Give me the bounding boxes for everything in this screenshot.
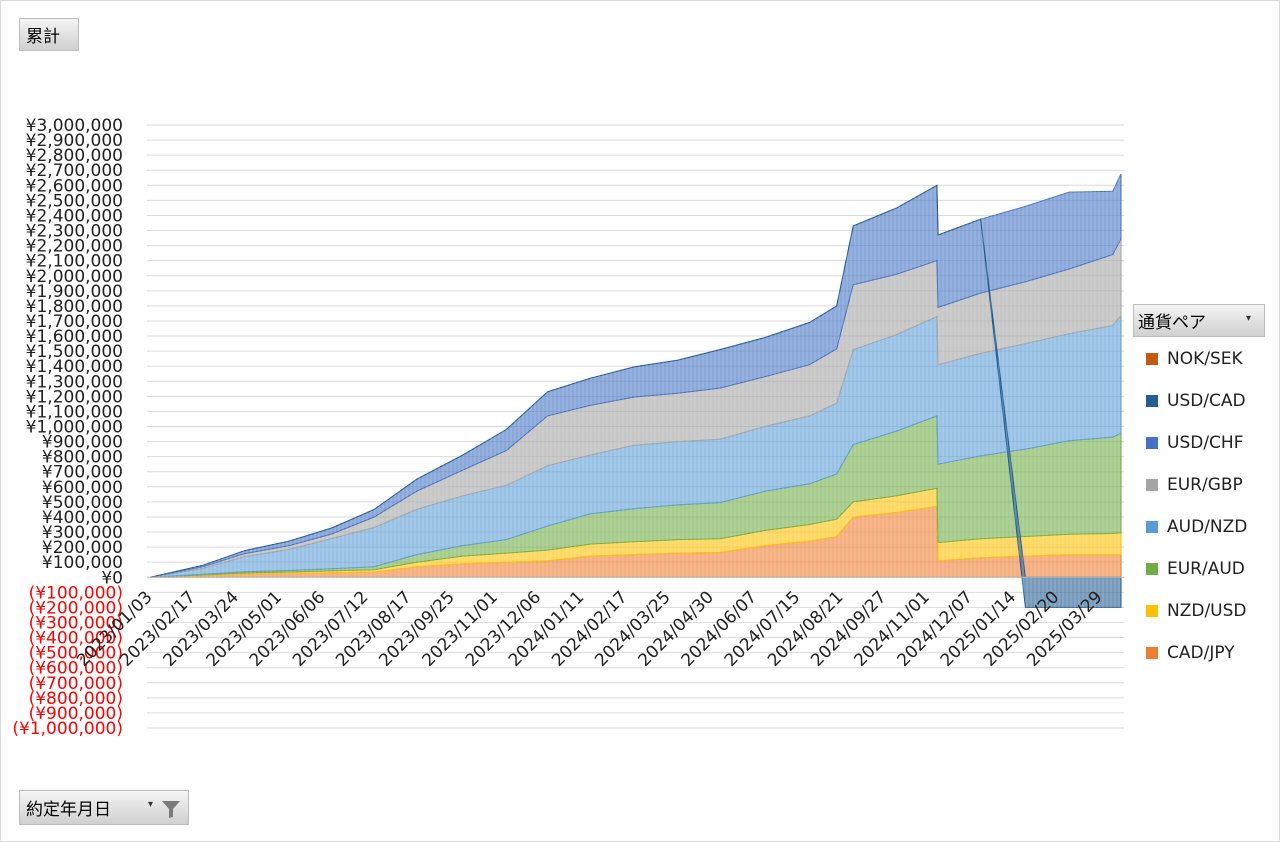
legend-item[interactable]: EUR/GBP (1146, 475, 1243, 495)
legend-title-label: 通貨ペア (1138, 313, 1206, 333)
value-field-label: 累計 (26, 27, 60, 47)
legend-label: USD/CAD (1167, 391, 1246, 411)
legend-swatch (1146, 479, 1158, 491)
y-tick-label: (¥200,000) (29, 598, 123, 618)
y-tick-label: ¥1,200,000 (26, 387, 123, 407)
legend-label: EUR/AUD (1167, 559, 1245, 579)
y-tick-label: ¥2,500,000 (26, 191, 123, 211)
y-tick-label: ¥1,000,000 (26, 418, 123, 438)
y-tick-label: ¥900,000 (42, 433, 123, 453)
y-tick-label: ¥1,500,000 (26, 342, 123, 362)
y-tick-label: ¥1,800,000 (26, 297, 123, 317)
legend-label: NOK/SEK (1167, 349, 1243, 369)
y-tick-label: (¥1,000,000) (12, 719, 123, 739)
filter-icon (162, 801, 180, 818)
y-tick-label: ¥2,600,000 (26, 176, 123, 196)
y-tick-label: (¥600,000) (29, 659, 123, 679)
y-tick-label: ¥3,000,000 (26, 116, 123, 136)
y-tick-label: ¥500,000 (42, 493, 123, 513)
legend-item[interactable]: USD/CHF (1146, 433, 1243, 453)
y-tick-label: ¥0 (101, 568, 123, 588)
y-tick-label: (¥700,000) (29, 674, 123, 694)
y-tick-label: (¥100,000) (29, 583, 123, 603)
y-tick-label: ¥200,000 (42, 538, 123, 558)
legend-swatch (1146, 647, 1158, 659)
legend-title-button[interactable]: 通貨ペア ▾ (1133, 304, 1265, 337)
y-tick-label: ¥400,000 (42, 508, 123, 528)
bar-texture (150, 125, 1120, 728)
value-field-button[interactable]: 累計 (19, 18, 79, 51)
legend-label: USD/CHF (1167, 433, 1244, 453)
y-tick-label: ¥2,200,000 (26, 237, 123, 257)
legend-label: AUD/NZD (1167, 517, 1248, 537)
y-tick-label: ¥1,300,000 (26, 372, 123, 392)
y-tick-label: (¥300,000) (29, 613, 123, 633)
legend-item[interactable]: CAD/JPY (1146, 643, 1235, 663)
y-tick-label: ¥700,000 (42, 463, 123, 483)
y-tick-label: ¥1,100,000 (26, 402, 123, 422)
y-tick-label: (¥900,000) (29, 704, 123, 724)
y-tick-label: ¥300,000 (42, 523, 123, 543)
legend-item[interactable]: USD/CAD (1146, 391, 1246, 411)
dropdown-arrow-icon: ▾ (1246, 313, 1252, 324)
series-area-usd-cad (149, 184, 1122, 608)
y-tick-label: ¥2,300,000 (26, 222, 123, 242)
legend-item[interactable]: NZD/USD (1146, 601, 1247, 621)
legend-swatch (1146, 353, 1158, 365)
y-tick-label: ¥2,400,000 (26, 206, 123, 226)
legend-swatch (1146, 521, 1158, 533)
y-tick-label: ¥2,000,000 (26, 267, 123, 287)
legend-swatch (1146, 605, 1158, 617)
legend-item[interactable]: NOK/SEK (1146, 349, 1243, 369)
legend-item[interactable]: EUR/AUD (1146, 559, 1245, 579)
y-tick-label: ¥1,400,000 (26, 357, 123, 377)
legend-swatch (1146, 437, 1158, 449)
y-tick-label: (¥400,000) (29, 629, 123, 649)
y-tick-label: (¥500,000) (29, 644, 123, 664)
y-tick-label: ¥2,900,000 (26, 131, 123, 151)
y-tick-label: (¥800,000) (29, 689, 123, 709)
dropdown-arrow-icon: ▾ (148, 799, 154, 810)
legend-label: EUR/GBP (1167, 475, 1243, 495)
y-tick-label: ¥1,600,000 (26, 327, 123, 347)
legend-swatch (1146, 563, 1158, 575)
legend-label: CAD/JPY (1167, 643, 1235, 663)
legend-label: NZD/USD (1167, 601, 1247, 621)
y-tick-label: ¥600,000 (42, 478, 123, 498)
y-tick-label: ¥2,100,000 (26, 252, 123, 272)
date-field-button[interactable]: 約定年月日 ▾ (19, 790, 189, 825)
y-tick-label: ¥2,800,000 (26, 146, 123, 166)
y-tick-label: ¥2,700,000 (26, 161, 123, 181)
date-field-label: 約定年月日 (26, 800, 111, 820)
legend-swatch (1146, 395, 1158, 407)
y-tick-label: ¥800,000 (42, 448, 123, 468)
y-tick-label: ¥1,700,000 (26, 312, 123, 332)
y-tick-label: ¥1,900,000 (26, 282, 123, 302)
legend-item[interactable]: AUD/NZD (1146, 517, 1247, 537)
y-tick-label: ¥100,000 (42, 553, 123, 573)
